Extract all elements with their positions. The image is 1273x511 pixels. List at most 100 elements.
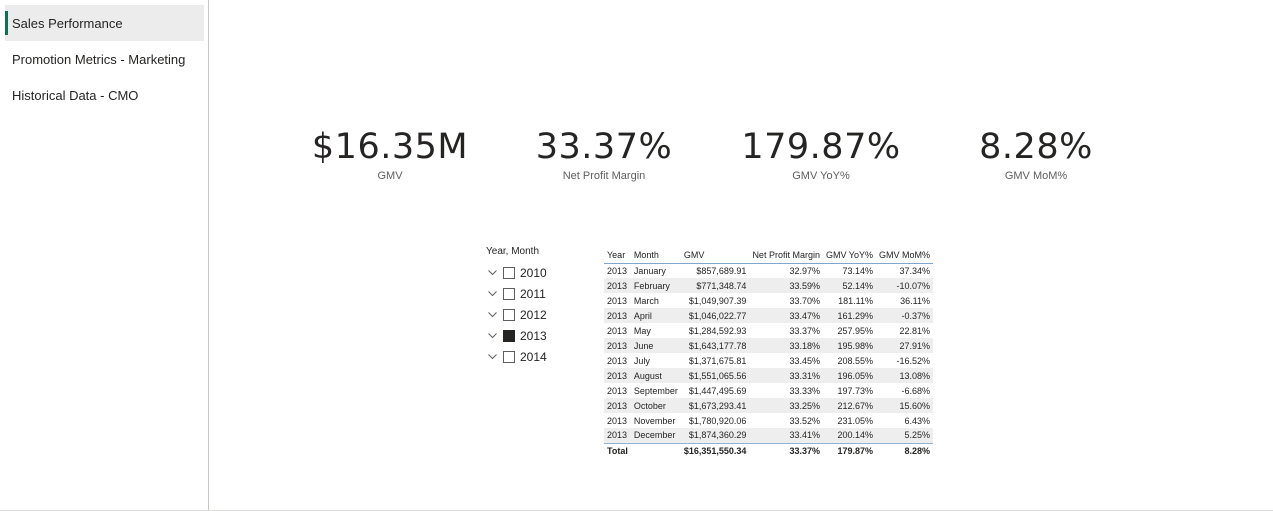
chevron-down-icon[interactable] xyxy=(486,309,498,321)
checkbox[interactable] xyxy=(503,287,515,300)
cell-net-profit-margin: 32.97% xyxy=(789,265,820,276)
cell-gmv-mom: 5.25% xyxy=(876,428,934,443)
table-header-row: Year Month GMV Net Profit Margin GMV YoY… xyxy=(604,246,934,264)
kpi-card-net-profit-margin[interactable]: 33.37% Net Profit Margin xyxy=(504,126,704,182)
table-row[interactable]: 2013 December $1,874,360.29 33.41% 200.14% 5.… xyxy=(604,428,934,443)
slicer-item-2012[interactable]: 2012 xyxy=(486,304,596,325)
table-row[interactable]: 2013 August $1,551,065.56 33.31% 196.05% 13.0… xyxy=(604,368,934,383)
slicer-item-label: 2014 xyxy=(520,349,547,364)
cell-gmv: $1,284,592.93 xyxy=(688,325,747,336)
sales-table: Year Month GMV Net Profit Margin GMV YoY… xyxy=(604,246,934,458)
cell-gmv-mom: 37.34% xyxy=(899,265,931,276)
table-row[interactable]: 2013 July $1,371,675.81 33.45% 208.55% -16.52… xyxy=(604,353,933,368)
cell-year: 2013 xyxy=(607,325,628,336)
cell-gmv-yoy: 161.29% xyxy=(822,308,876,323)
slicer-item-label: 2011 xyxy=(520,286,546,301)
total-gmv-yoy: 179.87% xyxy=(822,442,876,458)
cell-net-profit-margin: 33.70% xyxy=(789,295,820,306)
cell-gmv-mom: -0.37% xyxy=(876,308,934,323)
cell-month: June xyxy=(630,338,681,353)
kpi-value: 179.87% xyxy=(741,127,901,167)
chevron-down-icon[interactable] xyxy=(486,351,498,363)
nav-item-label: Promotion Metrics - Marketing xyxy=(12,51,186,67)
table-row[interactable]: 2013 April $1,046,022.77 33.47% 161.29% -0.37… xyxy=(604,308,934,323)
cell-net-profit-margin: 33.31% xyxy=(749,368,823,383)
cell-gmv-yoy: 231.05% xyxy=(837,415,873,426)
table-row[interactable]: 2013 May $1,284,592.93 33.37% 257.95% 22.81% xyxy=(604,323,933,338)
cell-gmv: $771,348.74 xyxy=(680,278,750,293)
nav-item-sales-performance[interactable]: Sales Performance xyxy=(5,5,204,41)
slicer-item-2010[interactable]: 2010 xyxy=(486,262,596,283)
nav-item-promotion-metrics[interactable]: Promotion Metrics - Marketing xyxy=(5,41,204,77)
nav-item-historical-data[interactable]: Historical Data - CMO xyxy=(5,77,204,113)
cell-year: 2013 xyxy=(607,265,628,276)
cell-month: October xyxy=(630,398,681,413)
cell-net-profit-margin: 33.41% xyxy=(749,428,823,443)
table-row[interactable]: 2013 November $1,780,920.06 33.52% 231.05% 6.… xyxy=(604,413,933,428)
cell-month: August xyxy=(630,368,681,383)
table-row[interactable]: 2013 January $857,689.91 32.97% 73.14% 37.34% xyxy=(604,263,933,278)
cell-gmv: $1,049,907.39 xyxy=(688,295,747,306)
cell-gmv-mom: 36.11% xyxy=(900,295,931,306)
chevron-down-icon[interactable] xyxy=(486,288,498,300)
cell-gmv-mom: 13.08% xyxy=(876,368,934,383)
cell-gmv-mom: 22.81% xyxy=(899,325,931,336)
cell-gmv-yoy: 181.11% xyxy=(838,295,873,306)
checkbox[interactable] xyxy=(503,266,515,279)
cell-gmv-mom: 15.60% xyxy=(876,398,934,413)
cell-year: 2013 xyxy=(607,385,628,396)
column-header-year[interactable]: Year xyxy=(604,246,631,264)
cell-gmv: $1,371,675.81 xyxy=(688,355,747,366)
kpi-card-gmv-mom[interactable]: 8.28% GMV MoM% xyxy=(936,126,1136,182)
cell-gmv: $1,874,360.29 xyxy=(680,428,750,443)
column-header-gmv[interactable]: GMV xyxy=(680,246,750,264)
column-header-net-profit-margin[interactable]: Net Profit Margin xyxy=(749,246,823,264)
column-header-gmv-mom[interactable]: GMV MoM% xyxy=(876,246,934,264)
cell-month: March xyxy=(633,295,659,306)
cell-gmv-yoy: 200.14% xyxy=(822,428,876,443)
cell-gmv: $1,780,920.06 xyxy=(688,415,747,426)
cell-gmv: $1,551,065.56 xyxy=(680,368,750,383)
cell-month: April xyxy=(630,308,681,323)
cell-gmv: $1,046,022.77 xyxy=(680,308,750,323)
nav-item-label: Historical Data - CMO xyxy=(12,87,139,103)
total-label: Total xyxy=(604,442,631,458)
column-header-month[interactable]: Month xyxy=(630,246,681,264)
cell-gmv-yoy: 257.95% xyxy=(837,325,873,336)
slicer-item-2011[interactable]: 2011 xyxy=(486,283,596,304)
kpi-label: GMV xyxy=(377,170,403,182)
table-row[interactable]: 2013 June $1,643,177.78 33.18% 195.98% 27.91% xyxy=(604,338,934,353)
cell-gmv: $1,447,495.69 xyxy=(688,385,747,396)
kpi-card-gmv[interactable]: $16.35M GMV xyxy=(290,126,490,182)
cell-month: May xyxy=(633,325,651,336)
checkbox[interactable] xyxy=(503,350,515,363)
cell-month: September xyxy=(633,385,678,396)
table-row[interactable]: 2013 March $1,049,907.39 33.70% 181.11% 36.11… xyxy=(604,293,933,308)
chevron-down-icon[interactable] xyxy=(486,267,498,279)
cell-month: January xyxy=(633,265,666,276)
table-row[interactable]: 2013 February $771,348.74 33.59% 52.14% -10.0… xyxy=(604,278,934,293)
kpi-label: Net Profit Margin xyxy=(562,170,646,182)
table-row[interactable]: 2013 October $1,673,293.41 33.25% 212.67% 15.… xyxy=(604,398,934,413)
slicer-item-2013[interactable]: 2013 xyxy=(486,325,596,346)
checkbox[interactable] xyxy=(503,308,515,321)
kpi-value: 8.28% xyxy=(979,127,1093,167)
column-header-gmv-yoy[interactable]: GMV YoY% xyxy=(822,246,876,264)
cell-month: July xyxy=(633,355,650,366)
total-net-profit-margin: 33.37% xyxy=(749,442,823,458)
cell-net-profit-margin: 33.18% xyxy=(749,338,823,353)
table-row[interactable]: 2013 September $1,447,495.69 33.33% 197.73% -… xyxy=(604,383,933,398)
cell-gmv-yoy: 73.14% xyxy=(842,265,873,276)
cell-gmv-yoy: 52.14% xyxy=(822,278,876,293)
checkbox-checked[interactable] xyxy=(503,329,515,342)
cell-year: 2013 xyxy=(607,415,628,426)
slicer-item-2014[interactable]: 2014 xyxy=(486,346,596,367)
cell-net-profit-margin: 33.52% xyxy=(789,415,820,426)
cell-gmv-mom: -6.68% xyxy=(901,385,931,396)
kpi-card-gmv-yoy[interactable]: 179.87% GMV YoY% xyxy=(721,126,921,182)
cell-net-profit-margin: 33.25% xyxy=(749,398,823,413)
cell-gmv-mom: -16.52% xyxy=(896,355,931,366)
cell-gmv-yoy: 195.98% xyxy=(822,338,876,353)
kpi-label: GMV MoM% xyxy=(1004,170,1068,182)
chevron-down-icon[interactable] xyxy=(486,330,498,342)
